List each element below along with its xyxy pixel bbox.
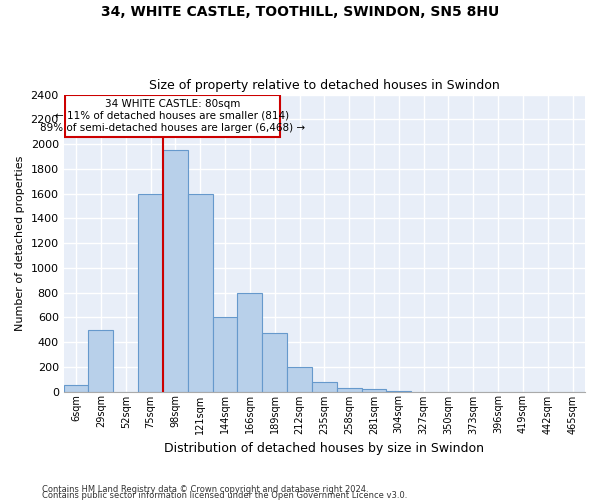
Bar <box>163 150 188 392</box>
Text: 89% of semi-detached houses are larger (6,468) →: 89% of semi-detached houses are larger (… <box>40 123 305 133</box>
Bar <box>65 95 280 137</box>
Y-axis label: Number of detached properties: Number of detached properties <box>15 156 25 330</box>
Text: ← 11% of detached houses are smaller (814): ← 11% of detached houses are smaller (81… <box>55 111 289 121</box>
Bar <box>188 194 212 392</box>
Text: Contains HM Land Registry data © Crown copyright and database right 2024.: Contains HM Land Registry data © Crown c… <box>42 485 368 494</box>
Bar <box>337 388 362 392</box>
Bar <box>138 194 163 392</box>
Bar <box>386 391 411 392</box>
Bar <box>362 389 386 392</box>
Bar <box>64 386 88 392</box>
Bar <box>287 367 312 392</box>
Text: 34, WHITE CASTLE, TOOTHILL, SWINDON, SN5 8HU: 34, WHITE CASTLE, TOOTHILL, SWINDON, SN5… <box>101 5 499 19</box>
Bar <box>212 318 238 392</box>
Text: 34 WHITE CASTLE: 80sqm: 34 WHITE CASTLE: 80sqm <box>104 99 240 109</box>
Bar <box>238 292 262 392</box>
Bar <box>312 382 337 392</box>
X-axis label: Distribution of detached houses by size in Swindon: Distribution of detached houses by size … <box>164 442 484 455</box>
Title: Size of property relative to detached houses in Swindon: Size of property relative to detached ho… <box>149 79 500 92</box>
Bar <box>262 332 287 392</box>
Bar <box>88 330 113 392</box>
Text: Contains public sector information licensed under the Open Government Licence v3: Contains public sector information licen… <box>42 491 407 500</box>
